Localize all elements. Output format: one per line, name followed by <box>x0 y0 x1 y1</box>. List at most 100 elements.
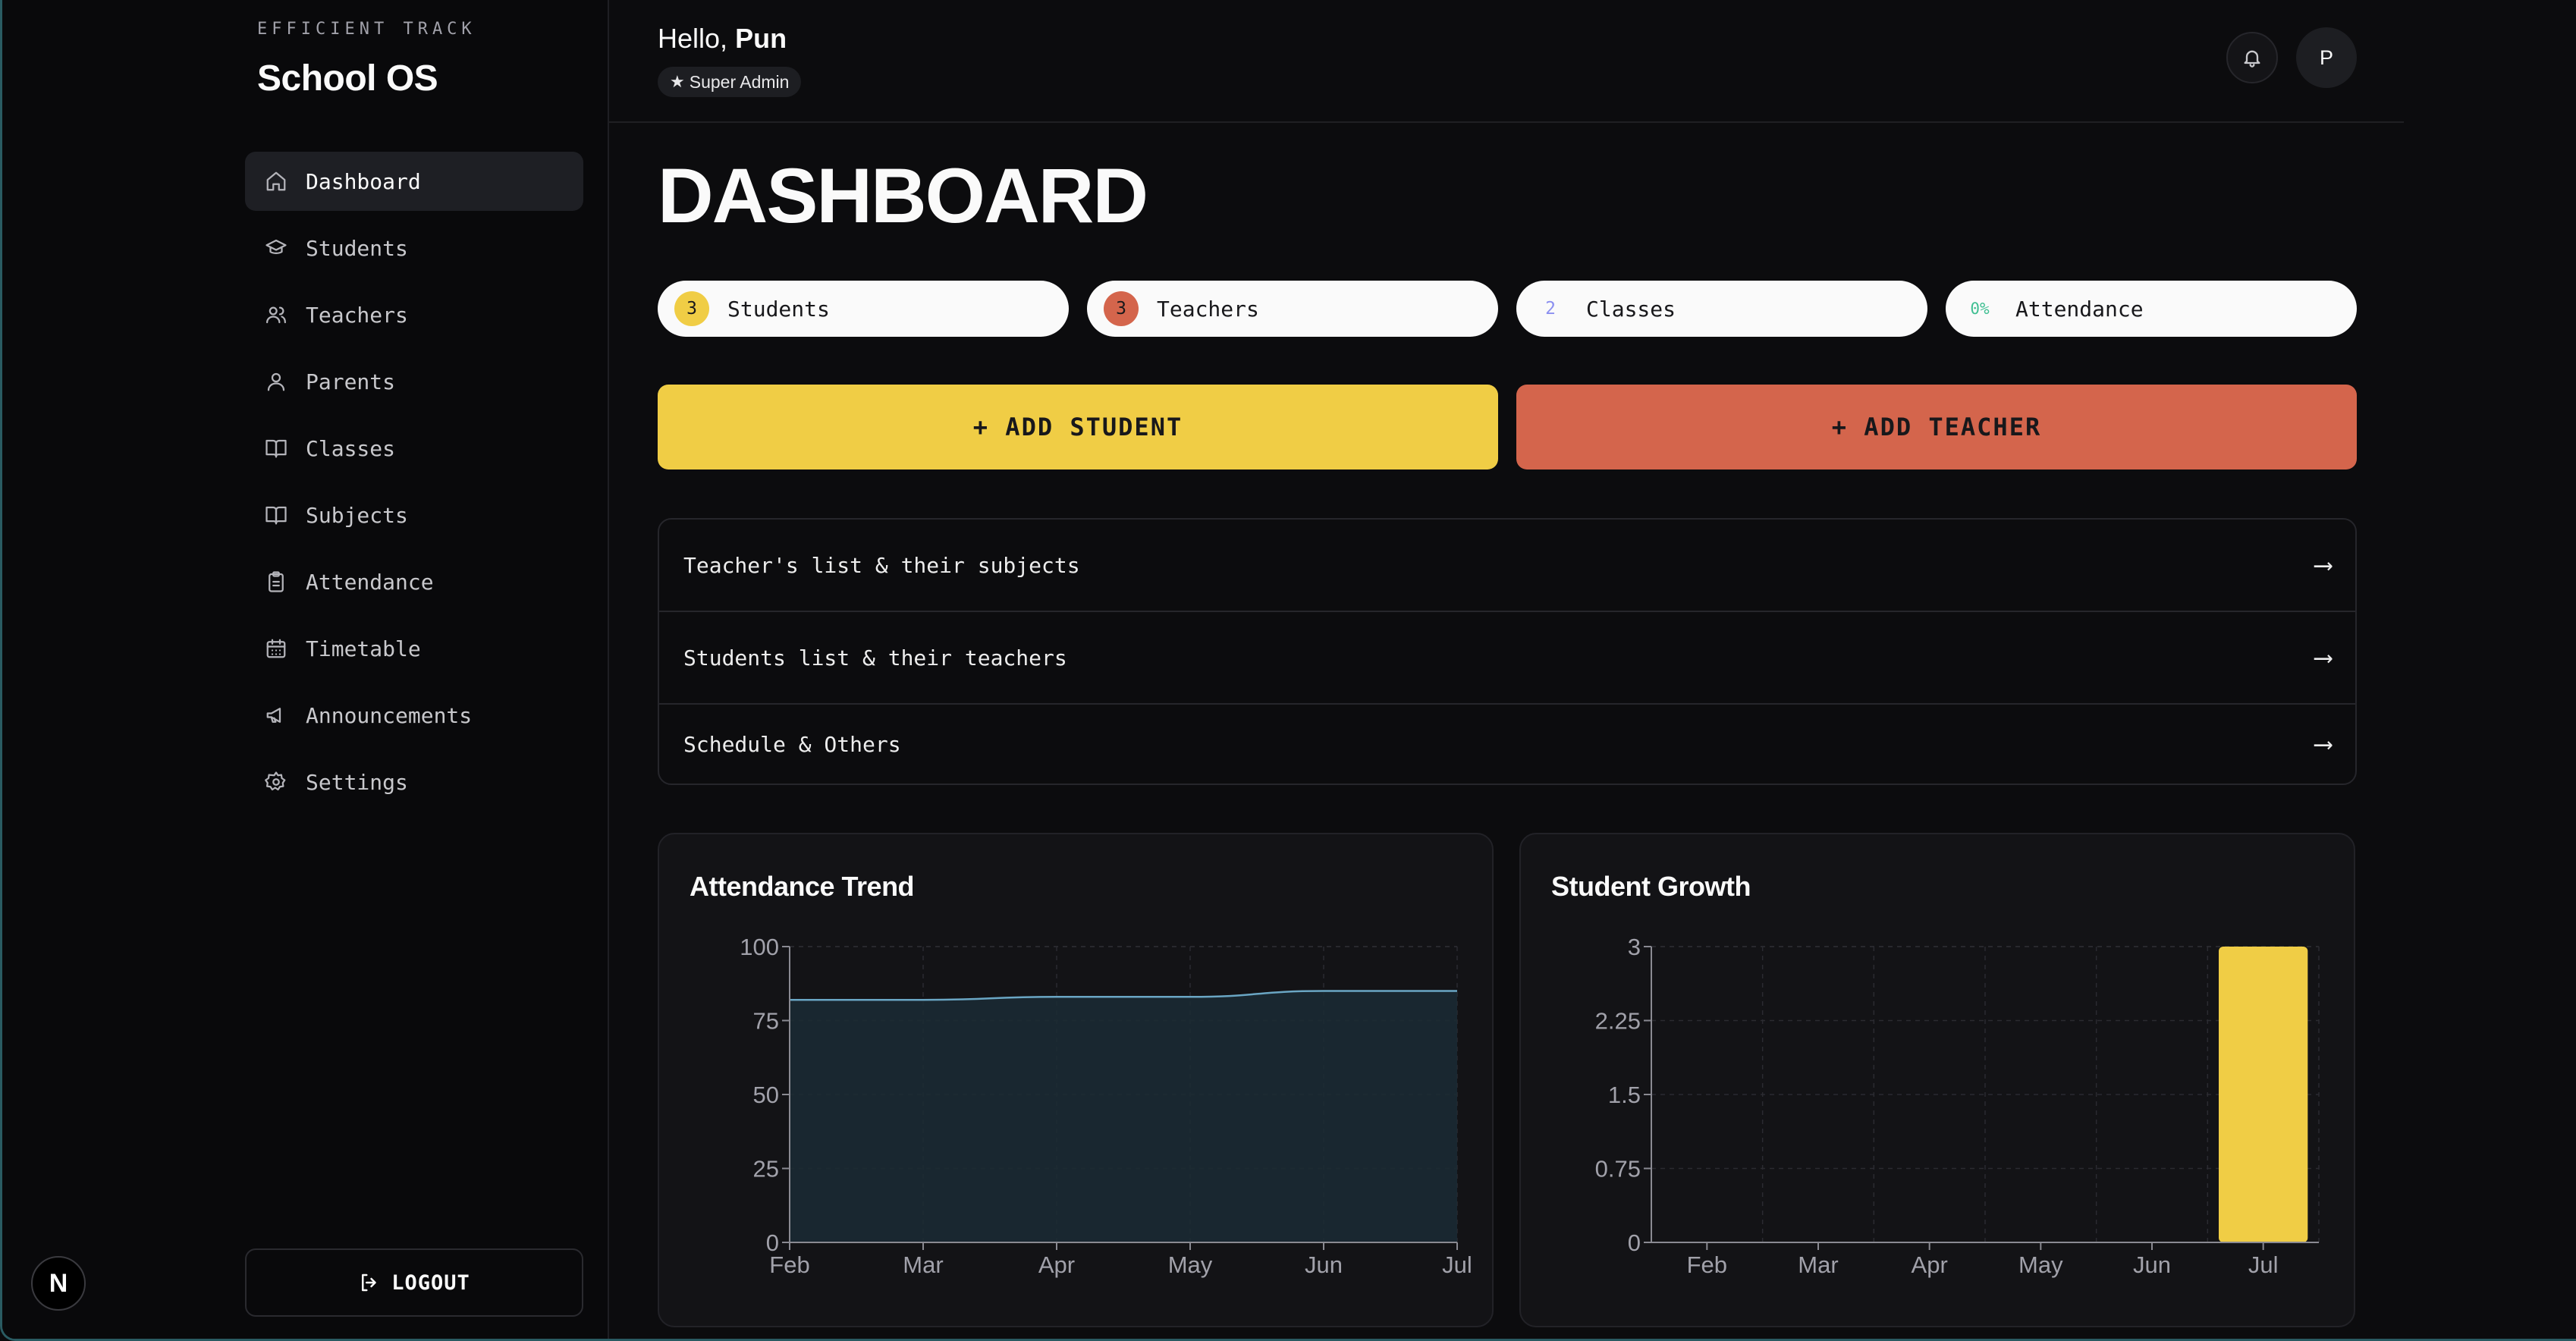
stat-pill-teachers[interactable]: 3 Teachers <box>1087 281 1498 337</box>
greeting: Hello, Pun <box>658 23 787 55</box>
notifications-button[interactable] <box>2226 32 2278 83</box>
logout-label: LOGOUT <box>391 1270 470 1295</box>
sidebar-nav: Dashboard Students Teachers Parents Clas… <box>245 152 583 819</box>
role-label: Super Admin <box>689 71 790 92</box>
megaphone-icon <box>263 702 289 728</box>
x-tick-label: Jun <box>2133 1251 2171 1278</box>
sidebar-item-label: Teachers <box>306 302 408 328</box>
sidebar-item-attendance[interactable]: Attendance <box>245 552 583 611</box>
attendance-trend-card: Attendance Trend 0 25 50 75 100 Feb Mar Apr May J… <box>658 833 1494 1327</box>
brand-eyebrow: EFFICIENT TRACK <box>257 20 476 39</box>
sidebar-item-label: Attendance <box>306 569 434 595</box>
arrow-right-icon: ⟶ <box>2315 550 2331 580</box>
x-tick-label: Jul <box>2248 1251 2279 1278</box>
sidebar-item-students[interactable]: Students <box>245 218 583 278</box>
stat-label: Classes <box>1586 296 1676 322</box>
y-tick-label: 0 <box>766 1230 779 1256</box>
brand-title: School OS <box>257 58 438 99</box>
list-item-students-teachers[interactable]: Students list & their teachers ⟶ <box>659 612 2355 705</box>
avatar[interactable]: P <box>2296 27 2357 88</box>
calendar-icon <box>263 636 289 661</box>
y-tick-label: 50 <box>753 1082 779 1108</box>
x-tick-label: May <box>2018 1251 2063 1278</box>
list-item-label: Schedule & Others <box>683 731 901 757</box>
y-tick-label: 0.75 <box>1595 1156 1641 1182</box>
book-open-icon <box>263 502 289 528</box>
sidebar-item-label: Settings <box>306 769 408 795</box>
series-line <box>790 990 1457 1001</box>
stat-count: 3 <box>1104 291 1139 326</box>
list-item-teachers-subjects[interactable]: Teacher's list & their subjects ⟶ <box>659 520 2355 612</box>
chart-title: Student Growth <box>1551 871 1751 902</box>
x-tick-label: Feb <box>769 1251 809 1278</box>
home-icon <box>263 168 289 194</box>
y-tick-label: 0 <box>1628 1230 1641 1256</box>
star-icon: ★ <box>670 72 685 91</box>
users-icon <box>263 302 289 328</box>
x-tick-label: Apr <box>1038 1251 1075 1278</box>
list-item-schedule[interactable]: Schedule & Others ⟶ <box>659 705 2355 784</box>
sidebar-item-label: Timetable <box>306 636 421 661</box>
page-title: DASHBOARD <box>658 152 1148 239</box>
x-tick-label: Mar <box>903 1251 943 1278</box>
quick-links-list: Teacher's list & their subjects ⟶ Studen… <box>658 518 2357 785</box>
logout-button[interactable]: LOGOUT <box>245 1248 583 1317</box>
role-badge: ★ Super Admin <box>658 67 802 97</box>
logout-icon <box>362 1273 376 1292</box>
user-name: Pun <box>735 23 787 54</box>
y-tick-label: 3 <box>1628 934 1641 960</box>
student-growth-card: Student Growth 0 0.75 1.5 2.25 3 Feb Mar Apr May… <box>1519 833 2355 1327</box>
clipboard-icon <box>263 569 289 595</box>
sidebar-item-label: Classes <box>306 435 396 461</box>
y-tick-label: 75 <box>753 1008 779 1035</box>
sidebar-item-label: Students <box>306 235 408 261</box>
greeting-text: Hello, <box>658 23 728 54</box>
stat-label: Students <box>727 296 830 322</box>
list-item-label: Students list & their teachers <box>683 645 1067 670</box>
bar <box>2219 947 2308 1242</box>
framework-badge[interactable]: N <box>31 1256 86 1311</box>
area-fill <box>790 991 1457 1242</box>
arrow-right-icon: ⟶ <box>2315 642 2331 673</box>
x-tick-label: Jun <box>1305 1251 1343 1278</box>
bell-icon <box>2244 50 2260 68</box>
sidebar-item-parents[interactable]: Parents <box>245 352 583 411</box>
student-growth-chart: 0 0.75 1.5 2.25 3 Feb Mar Apr May Jun Jul <box>1595 934 2320 1278</box>
sidebar-item-label: Announcements <box>306 702 473 728</box>
sidebar-item-classes[interactable]: Classes <box>245 419 583 478</box>
sidebar-item-label: Parents <box>306 369 396 394</box>
attendance-trend-chart: 0 25 50 75 100 Feb Mar Apr May Jun Jul <box>740 934 1472 1278</box>
list-item-label: Teacher's list & their subjects <box>683 552 1080 578</box>
chart-title: Attendance Trend <box>690 871 915 902</box>
stat-pill-attendance[interactable]: 0% Attendance <box>1946 281 2357 337</box>
x-tick-label: May <box>1168 1251 1213 1278</box>
x-tick-label: Jul <box>1442 1251 1472 1278</box>
sidebar: EFFICIENT TRACK School OS Dashboard Stud… <box>2 0 609 1339</box>
sidebar-item-timetable[interactable]: Timetable <box>245 619 583 678</box>
x-tick-label: Feb <box>1687 1251 1727 1278</box>
graduation-cap-icon <box>263 235 289 261</box>
x-tick-label: Apr <box>1912 1251 1948 1278</box>
arrow-right-icon: ⟶ <box>2315 729 2331 759</box>
add-student-button[interactable]: + ADD STUDENT <box>658 385 1498 470</box>
sidebar-item-label: Dashboard <box>306 168 421 194</box>
sidebar-item-teachers[interactable]: Teachers <box>245 285 583 344</box>
sidebar-item-dashboard[interactable]: Dashboard <box>245 152 583 211</box>
stat-label: Attendance <box>2015 296 2144 322</box>
x-tick-label: Mar <box>1798 1251 1838 1278</box>
sidebar-item-settings[interactable]: Settings <box>245 752 583 812</box>
y-tick-label: 2.25 <box>1595 1008 1641 1035</box>
stat-label: Teachers <box>1157 296 1259 322</box>
stat-pill-classes[interactable]: 2 Classes <box>1516 281 1927 337</box>
sidebar-item-label: Subjects <box>306 502 408 528</box>
y-tick-label: 100 <box>740 934 779 960</box>
stat-pill-students[interactable]: 3 Students <box>658 281 1069 337</box>
add-teacher-button[interactable]: + ADD TEACHER <box>1516 385 2357 470</box>
book-open-icon <box>263 435 289 461</box>
user-icon <box>263 369 289 394</box>
sidebar-item-announcements[interactable]: Announcements <box>245 686 583 745</box>
stat-count: 2 <box>1545 299 1556 319</box>
top-header: Hello, Pun ★ Super Admin P <box>609 0 2404 123</box>
sidebar-item-subjects[interactable]: Subjects <box>245 485 583 545</box>
